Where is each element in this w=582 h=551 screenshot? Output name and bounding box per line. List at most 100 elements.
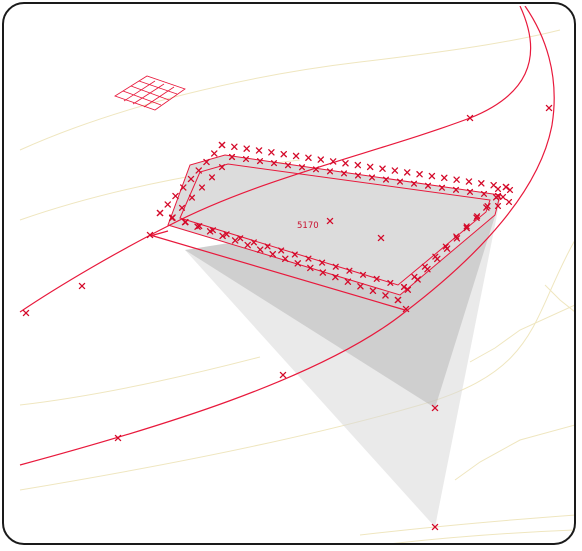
- survey-marker: [381, 291, 389, 299]
- survey-marker: [198, 183, 205, 191]
- survey-marker: [378, 164, 386, 172]
- lot-edge-short: [149, 229, 168, 237]
- survey-marker: [386, 279, 393, 286]
- survey-marker: [218, 141, 225, 148]
- survey-marker: [382, 176, 389, 183]
- survey-markers: [22, 104, 552, 530]
- survey-marker: [502, 183, 509, 190]
- survey-marker: [331, 273, 339, 280]
- survey-marker: [402, 305, 409, 312]
- survey-marker: [281, 255, 289, 262]
- lot-edge: [149, 233, 405, 311]
- survey-marker: [318, 259, 325, 266]
- survey-marker: [431, 523, 438, 530]
- survey-marker: [452, 175, 460, 183]
- survey-marker: [404, 285, 411, 293]
- survey-marker: [359, 271, 366, 278]
- contour-line: [19, 29, 560, 150]
- survey-marker: [442, 243, 449, 250]
- survey-marker: [306, 264, 314, 271]
- survey-marker: [452, 186, 459, 193]
- contour-line: [544, 284, 574, 312]
- survey-marker: [369, 287, 376, 294]
- survey-marker: [356, 282, 364, 290]
- contour-line: [454, 424, 574, 480]
- survey-marker: [377, 234, 384, 241]
- survey-marker: [466, 188, 473, 195]
- survey-marker: [277, 246, 284, 254]
- survey-marker: [452, 232, 459, 239]
- survey-marker: [279, 150, 287, 157]
- survey-marker: [298, 163, 305, 170]
- survey-marker: [163, 200, 171, 208]
- survey-marker: [243, 241, 251, 248]
- survey-marker: [326, 217, 333, 224]
- survey-marker: [329, 157, 336, 165]
- survey-marker: [284, 161, 291, 168]
- survey-marker: [210, 149, 218, 157]
- survey-marker: [494, 185, 501, 192]
- contour-line: [379, 529, 574, 543]
- survey-marker: [473, 212, 480, 219]
- survey-marker: [114, 434, 121, 441]
- survey-marker: [230, 143, 238, 150]
- survey-marker: [312, 165, 319, 172]
- survey-marker: [472, 214, 480, 221]
- survey-marker: [440, 174, 448, 181]
- survey-marker: [209, 226, 216, 233]
- spot-elevation-label: 5170: [297, 221, 319, 231]
- survey-marker: [156, 209, 163, 216]
- survey-marker: [391, 166, 398, 174]
- outer-arc: [19, 5, 555, 466]
- survey-marker: [494, 202, 501, 209]
- survey-marker: [188, 194, 195, 201]
- survey-marker: [319, 268, 326, 276]
- survey-marker: [410, 273, 417, 280]
- survey-marker: [332, 263, 339, 270]
- contour-line: [359, 514, 574, 535]
- survey-marker: [326, 167, 333, 174]
- survey-marker: [462, 224, 470, 231]
- survey-marker: [466, 114, 473, 121]
- survey-marker: [218, 163, 225, 170]
- survey-marker: [304, 154, 312, 161]
- redlines: [19, 5, 555, 466]
- survey-marker: [208, 173, 215, 180]
- survey-marker: [279, 371, 286, 378]
- survey-marker: [415, 170, 423, 177]
- survey-marker: [294, 259, 301, 267]
- survey-marker: [255, 146, 262, 154]
- survey-marker: [242, 144, 250, 152]
- survey-marker: [484, 202, 491, 209]
- contour-line: [19, 356, 260, 405]
- survey-marker: [480, 190, 487, 197]
- survey-marker: [22, 309, 29, 316]
- survey-marker: [194, 166, 202, 174]
- survey-marker: [421, 263, 428, 270]
- survey-marker: [463, 222, 470, 229]
- survey-marker: [228, 153, 235, 160]
- survey-marker: [202, 158, 210, 165]
- contour-lines: [19, 29, 574, 543]
- survey-marker: [505, 198, 512, 205]
- survey-marker: [341, 159, 349, 167]
- contour-line: [469, 304, 574, 362]
- survey-marker: [171, 192, 179, 199]
- survey-marker: [431, 253, 438, 260]
- survey-marker: [78, 282, 85, 289]
- survey-marker: [270, 159, 277, 166]
- survey-marker: [354, 161, 361, 168]
- survey-marker: [178, 204, 185, 211]
- survey-marker: [354, 171, 361, 179]
- survey-marker: [263, 242, 271, 249]
- survey-marker: [256, 245, 263, 253]
- survey-marker: [304, 255, 312, 262]
- survey-marker: [428, 172, 435, 179]
- survey-marker: [400, 283, 407, 290]
- survey-marker: [396, 178, 403, 185]
- survey-marker: [267, 148, 275, 156]
- survey-marker: [193, 222, 201, 230]
- survey-marker: [499, 193, 506, 200]
- survey-marker: [317, 155, 324, 163]
- survey-marker: [218, 232, 226, 239]
